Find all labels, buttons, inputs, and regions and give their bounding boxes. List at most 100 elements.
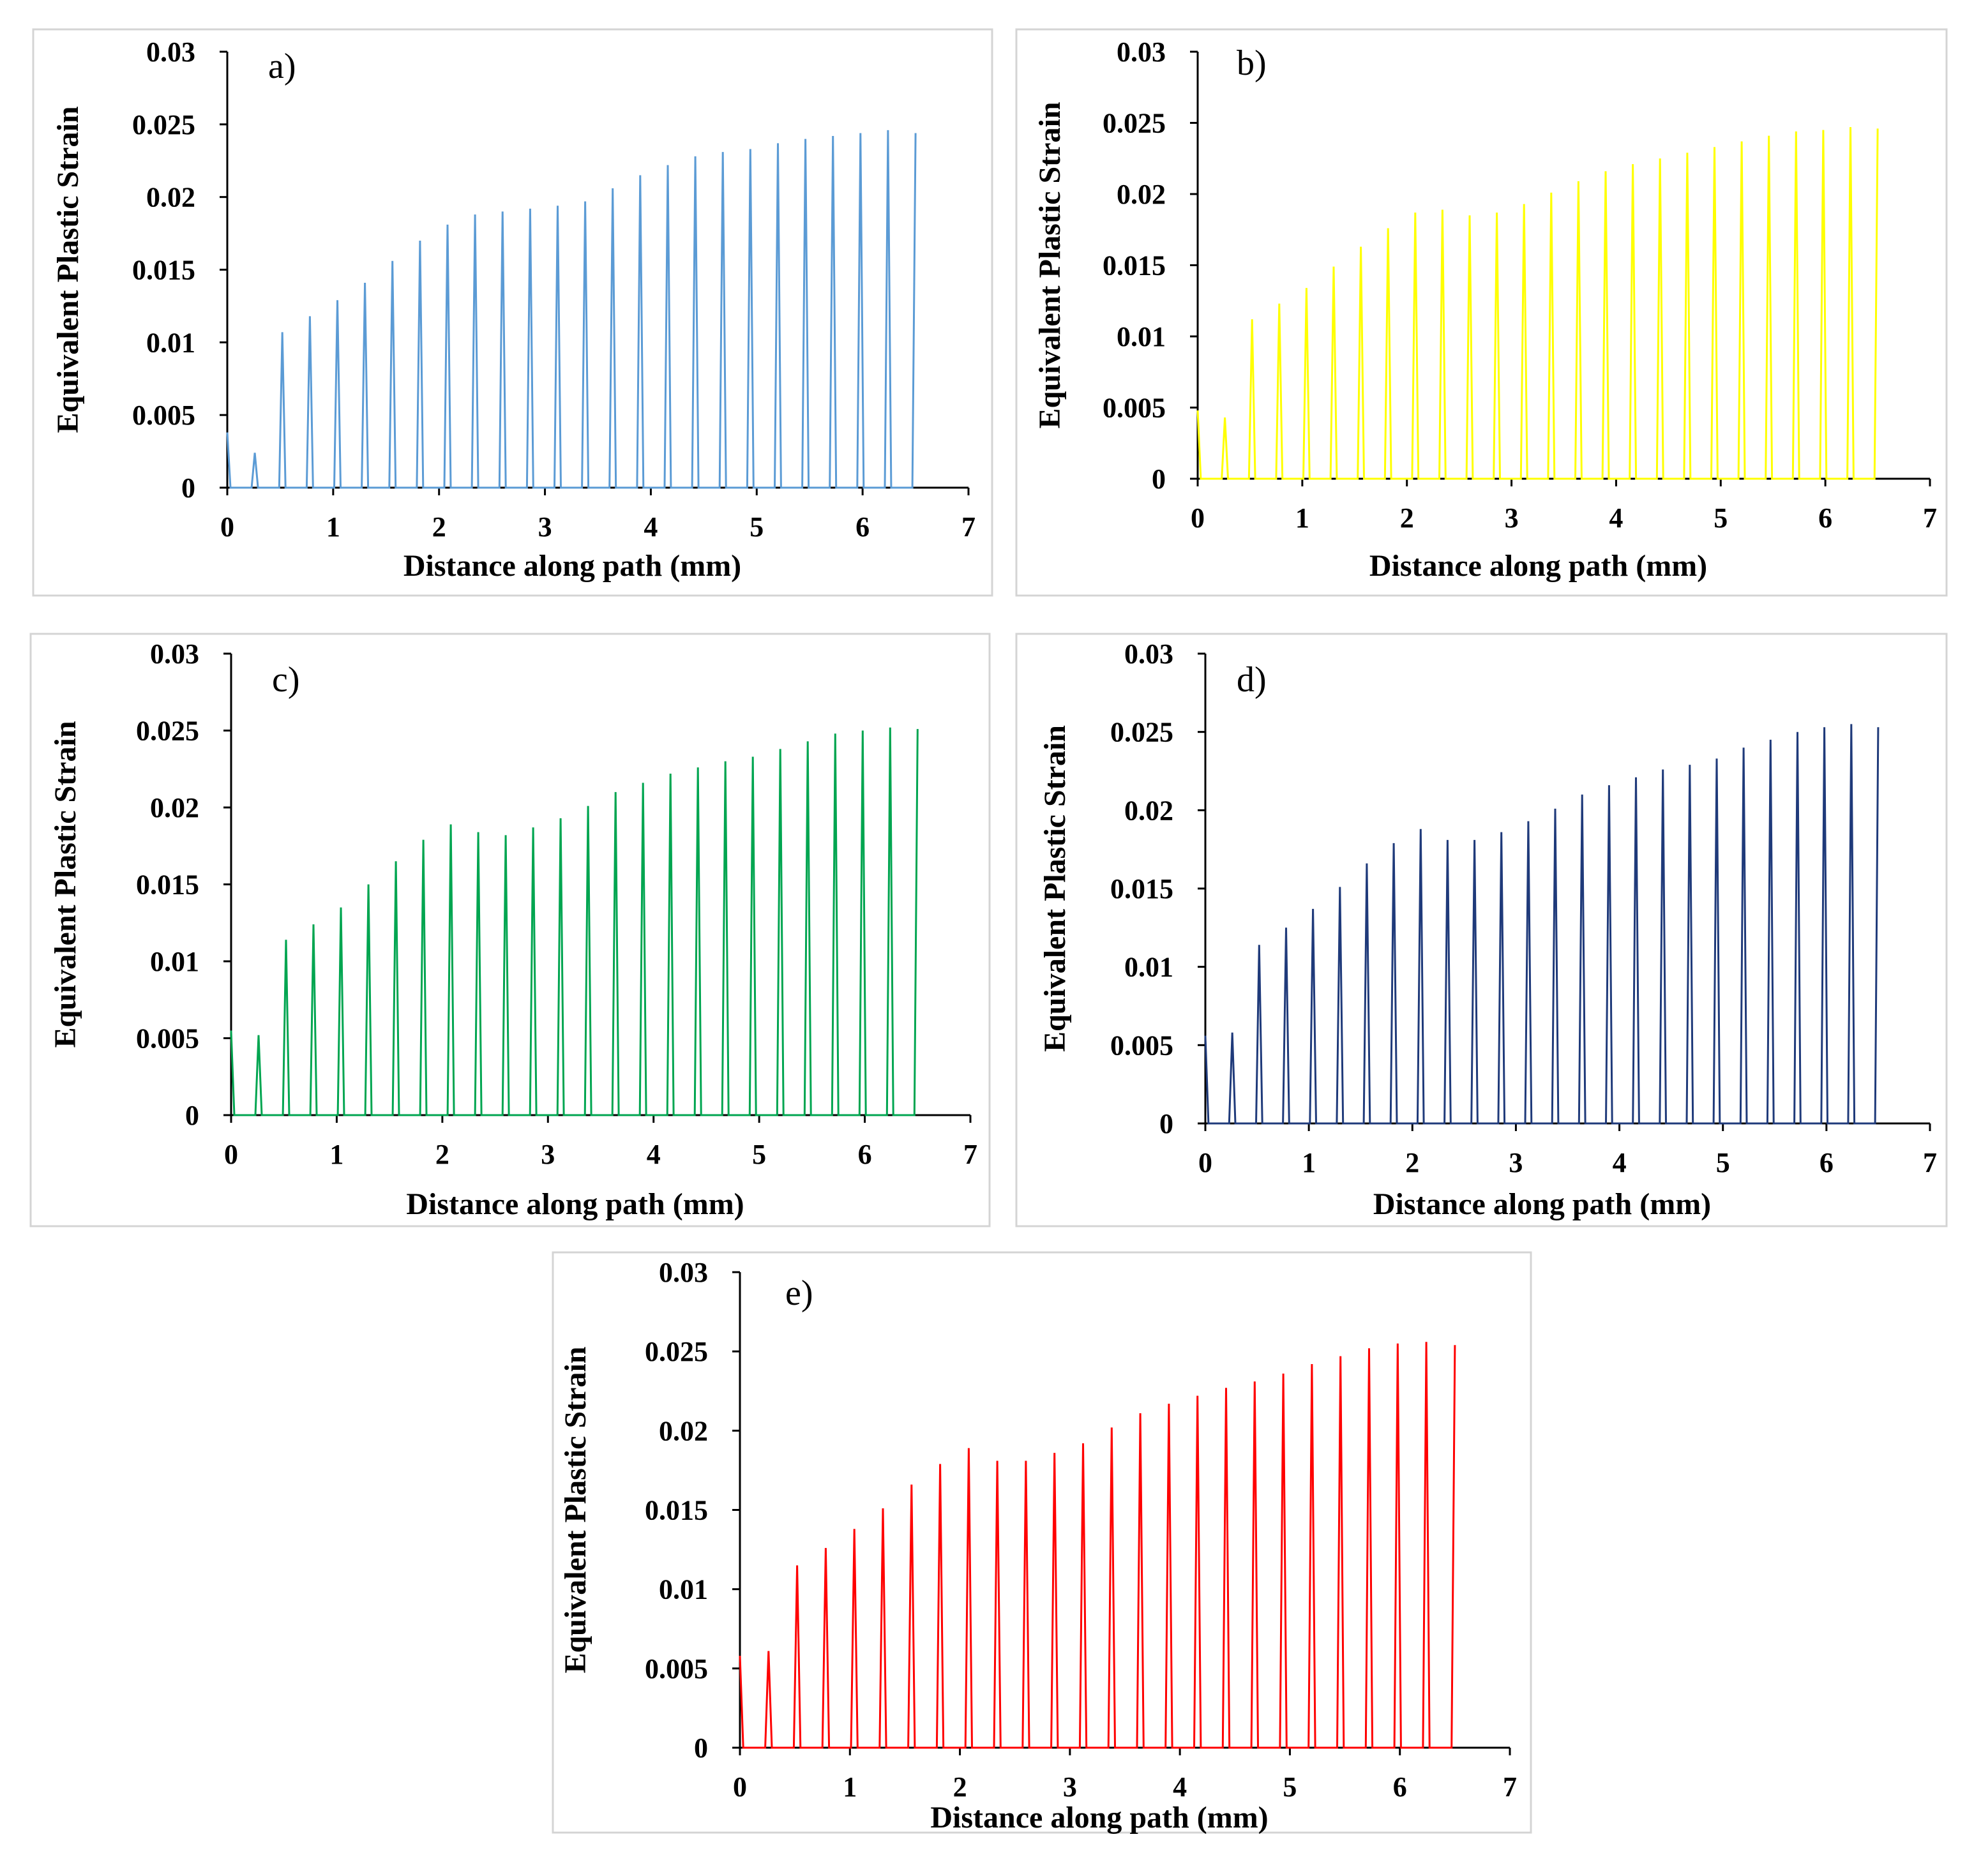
x-tick-label: 4 xyxy=(1613,1147,1627,1178)
x-tick-label: 2 xyxy=(435,1139,449,1170)
x-tick-label: 3 xyxy=(1063,1771,1077,1803)
x-tick-label: 3 xyxy=(1505,502,1519,534)
y-tick-label: 0.005 xyxy=(136,1023,199,1054)
x-tick-label: 4 xyxy=(1609,502,1623,534)
chart-panel-b: 0 0.005 0.01 0.015 0.02 0.025 0.03 0 1 2 3 4 5 6 7 Dist… xyxy=(1015,28,1948,597)
y-tick-label: 0 xyxy=(1159,1108,1173,1139)
series-line xyxy=(226,130,917,489)
chart-panel-c: 0 0.005 0.01 0.015 0.02 0.025 0.03 0 1 2 3 4 5 6 7 Dist… xyxy=(29,633,991,1227)
x-tick-label: 6 xyxy=(855,511,870,543)
y-tick-label: 0.03 xyxy=(659,1257,708,1288)
x-tick-label: 4 xyxy=(1173,1771,1187,1803)
x-tick-label: 5 xyxy=(1714,502,1728,534)
x-tick-label: 6 xyxy=(1820,1147,1834,1178)
x-tick-label: 4 xyxy=(647,1139,661,1170)
x-tick-label: 2 xyxy=(432,511,446,543)
x-tick-label: 7 xyxy=(1923,1147,1937,1178)
y-tick-label: 0.015 xyxy=(136,869,199,901)
series-line xyxy=(739,1342,1456,1749)
x-tick-label: 1 xyxy=(1295,502,1309,534)
y-tick-label: 0.02 xyxy=(146,182,195,213)
x-tick-label: 2 xyxy=(1405,1147,1419,1178)
x-tick-label: 3 xyxy=(541,1139,555,1170)
panel-label: b) xyxy=(1237,43,1267,83)
y-tick-label: 0.005 xyxy=(1110,1030,1173,1061)
x-tick-label: 0 xyxy=(220,511,234,543)
y-tick-label: 0.015 xyxy=(1103,250,1166,281)
x-tick-label: 1 xyxy=(1302,1147,1316,1178)
y-tick-label: 0.01 xyxy=(150,946,199,977)
x-axis-title: Distance along path (mm) xyxy=(930,1801,1268,1835)
y-tick-label: 0.02 xyxy=(150,792,199,823)
panel-label: d) xyxy=(1237,660,1267,700)
x-tick-label: 6 xyxy=(1818,502,1832,534)
panel-frame xyxy=(1015,28,1948,597)
x-tick-label: 0 xyxy=(1198,1147,1212,1178)
x-tick-label: 0 xyxy=(733,1771,747,1803)
y-tick-label: 0.02 xyxy=(1124,795,1173,826)
x-tick-label: 6 xyxy=(858,1139,872,1170)
y-axis-title: Equivalent Plastic Strain xyxy=(49,721,82,1047)
x-tick-label: 4 xyxy=(644,511,658,543)
y-tick-label: 0.01 xyxy=(1117,321,1166,352)
y-tick-label: 0.01 xyxy=(1124,952,1173,983)
y-tick-label: 0.02 xyxy=(659,1415,708,1446)
x-axis-title: Distance along path (mm) xyxy=(1369,549,1707,583)
x-tick-label: 0 xyxy=(224,1139,238,1170)
y-tick-label: 0.025 xyxy=(1110,717,1173,748)
x-tick-label: 1 xyxy=(843,1771,857,1803)
y-tick-label: 0.01 xyxy=(659,1574,708,1605)
panel-label: e) xyxy=(785,1273,813,1313)
y-tick-label: 0.025 xyxy=(132,109,195,140)
y-axis-title: Equivalent Plastic Strain xyxy=(51,106,85,433)
x-tick-label: 3 xyxy=(538,511,552,543)
chart-panel-a: 0 0.005 0.01 0.015 0.02 0.025 0.03 0 1 2 3 4 5 6 7 Dist… xyxy=(32,28,993,597)
x-tick-label: 7 xyxy=(961,511,976,543)
x-tick-label: 0 xyxy=(1191,502,1205,534)
x-tick-label: 5 xyxy=(1716,1147,1730,1178)
x-tick-label: 2 xyxy=(1400,502,1414,534)
chart-panel-d: 0 0.005 0.01 0.015 0.02 0.025 0.03 0 1 2 3 4 5 6 7 Dist… xyxy=(1015,633,1948,1227)
y-tick-label: 0.03 xyxy=(1117,36,1166,68)
y-tick-label: 0 xyxy=(1152,463,1166,495)
x-tick-label: 7 xyxy=(963,1139,977,1170)
y-tick-label: 0.005 xyxy=(645,1653,708,1685)
panel-frame xyxy=(29,633,991,1227)
y-tick-label: 0.02 xyxy=(1117,179,1166,210)
x-tick-label: 5 xyxy=(752,1139,766,1170)
series-line xyxy=(230,727,919,1116)
x-tick-label: 5 xyxy=(1283,1771,1297,1803)
x-axis-title: Distance along path (mm) xyxy=(406,1187,744,1221)
y-tick-label: 0.03 xyxy=(1124,638,1173,670)
panel-frame xyxy=(1015,633,1948,1227)
y-axis-title: Equivalent Plastic Strain xyxy=(1038,725,1072,1052)
y-tick-label: 0.025 xyxy=(1103,108,1166,139)
y-tick-label: 0 xyxy=(185,1100,199,1131)
chart-panel-e: 0 0.005 0.01 0.015 0.02 0.025 0.03 0 1 2 3 4 5 6 7 Dist… xyxy=(552,1251,1532,1835)
y-tick-label: 0.005 xyxy=(1103,393,1166,424)
y-tick-label: 0 xyxy=(181,472,195,504)
y-tick-label: 0.015 xyxy=(1110,873,1173,904)
series-line xyxy=(1204,724,1880,1125)
series-line xyxy=(1196,127,1879,480)
x-tick-label: 7 xyxy=(1923,502,1937,534)
y-tick-label: 0.025 xyxy=(645,1336,708,1367)
y-tick-label: 0.005 xyxy=(132,400,195,431)
x-tick-label: 7 xyxy=(1503,1771,1517,1803)
y-tick-label: 0.01 xyxy=(146,327,195,358)
panel-label: c) xyxy=(272,660,300,700)
x-tick-label: 1 xyxy=(326,511,340,543)
y-tick-label: 0.015 xyxy=(645,1495,708,1526)
y-tick-label: 0.025 xyxy=(136,716,199,747)
y-axis-title: Equivalent Plastic Strain xyxy=(559,1346,592,1673)
x-tick-label: 5 xyxy=(750,511,764,543)
x-tick-label: 6 xyxy=(1393,1771,1407,1803)
x-tick-label: 3 xyxy=(1509,1147,1523,1178)
x-tick-label: 2 xyxy=(953,1771,967,1803)
panel-label: a) xyxy=(268,47,296,86)
y-tick-label: 0.015 xyxy=(132,255,195,286)
y-axis-title: Equivalent Plastic Strain xyxy=(1033,101,1067,428)
y-tick-label: 0 xyxy=(694,1732,708,1764)
y-tick-label: 0.03 xyxy=(146,36,195,68)
